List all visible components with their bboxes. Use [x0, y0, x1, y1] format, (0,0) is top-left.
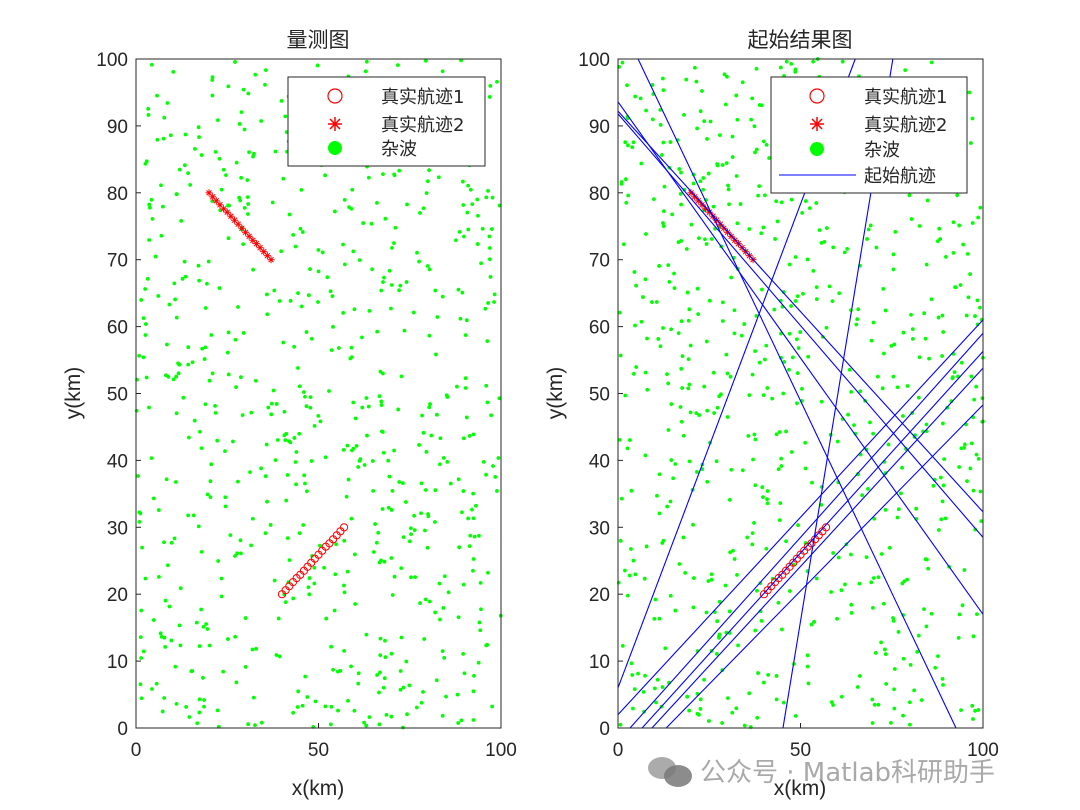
legend-label-track1: 真实航迹1 [381, 87, 464, 108]
svg-text:0: 0 [131, 740, 142, 761]
svg-text:40: 40 [589, 451, 610, 472]
watermark: 公众号 · Matlab科研助手 [648, 752, 995, 789]
svg-text:100: 100 [96, 50, 128, 71]
svg-text:80: 80 [589, 184, 610, 205]
legend: 真实航迹1 真实航迹2 杂波 起始航迹 [770, 76, 968, 194]
svg-text:60: 60 [589, 318, 610, 339]
axis-ticks: 0 50 100 0 10 20 30 40 50 60 70 80 90 100 [578, 50, 999, 761]
svg-text:50: 50 [107, 385, 128, 406]
svg-text:70: 70 [589, 251, 610, 272]
svg-text:30: 30 [107, 518, 128, 539]
panel-title: 量测图 [287, 28, 350, 52]
legend-dot-marker [328, 141, 342, 155]
svg-text:10: 10 [589, 652, 610, 673]
svg-text:50: 50 [790, 740, 811, 761]
legend-circle-marker [809, 88, 825, 104]
svg-text:0: 0 [599, 719, 610, 740]
y-axis-label: y(km) [62, 367, 85, 419]
svg-text:100: 100 [485, 740, 517, 761]
svg-text:40: 40 [107, 451, 128, 472]
legend: 真实航迹1 真实航迹2 杂波 [287, 76, 486, 167]
legend-label-track2: 真实航迹2 [864, 115, 947, 136]
svg-text:100: 100 [578, 50, 610, 71]
svg-text:50: 50 [589, 385, 610, 406]
true-tracks [205, 189, 349, 599]
panel-measurement: 0 50 100 0 10 20 30 40 50 60 70 80 90 100 量测图 x(km) y… [62, 28, 517, 800]
svg-text:30: 30 [589, 518, 610, 539]
x-axis-label: x(km) [292, 777, 344, 800]
svg-text:0: 0 [117, 719, 128, 740]
true-tracks [687, 189, 831, 599]
legend-circle-marker [327, 88, 343, 104]
y-axis-label: y(km) [544, 367, 567, 419]
legend-label-track2: 真实航迹2 [381, 115, 464, 136]
legend-label-clutter: 杂波 [381, 139, 417, 160]
svg-text:60: 60 [107, 318, 128, 339]
panel-title: 起始结果图 [748, 28, 853, 52]
svg-text:20: 20 [589, 585, 610, 606]
svg-text:0: 0 [613, 740, 624, 761]
legend-label-clutter: 杂波 [864, 140, 900, 161]
wechat-icon [648, 755, 692, 787]
svg-text:90: 90 [589, 117, 610, 138]
svg-text:80: 80 [107, 184, 128, 205]
svg-text:10: 10 [107, 652, 128, 673]
axis-ticks: 0 50 100 0 10 20 30 40 50 60 70 80 90 100 [96, 50, 517, 761]
clutter-points [616, 57, 985, 729]
svg-text:50: 50 [308, 740, 329, 761]
panel-initiation-result: 0 50 100 0 10 20 30 40 50 60 70 80 90 100 起始结果图 x(km)… [544, 28, 999, 800]
svg-text:70: 70 [107, 251, 128, 272]
legend-dot-marker [810, 142, 824, 156]
x-axis-label: x(km) [774, 777, 826, 800]
legend-label-start-track: 起始航迹 [864, 166, 936, 187]
svg-text:100: 100 [967, 740, 999, 761]
watermark-text: 公众号 · Matlab科研助手 [700, 758, 996, 788]
legend-label-track1: 真实航迹1 [864, 87, 947, 108]
svg-text:90: 90 [107, 117, 128, 138]
legend-asterisk-marker [810, 117, 824, 131]
svg-text:20: 20 [107, 585, 128, 606]
legend-asterisk-marker [328, 117, 342, 131]
